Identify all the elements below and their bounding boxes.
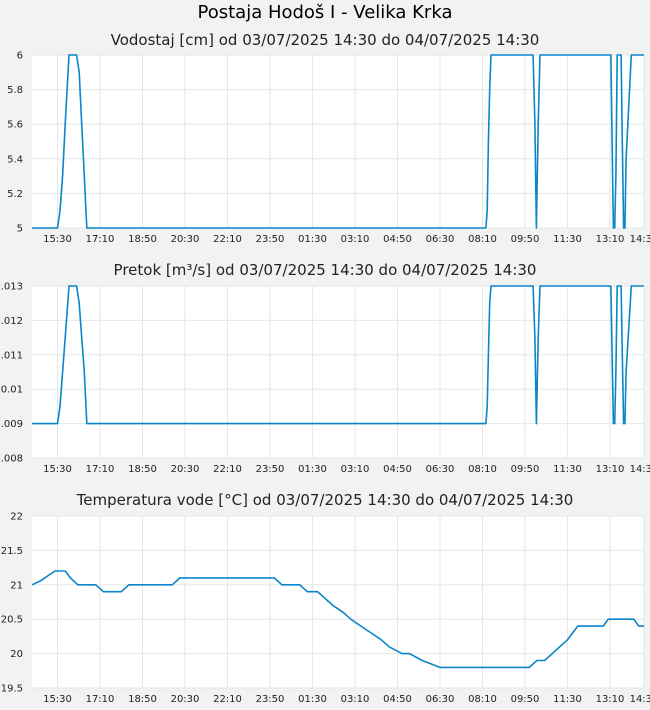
x-tick-label: 18:50 bbox=[128, 694, 157, 705]
x-tick-label: 03:10 bbox=[341, 694, 370, 705]
x-tick-label: 11:30 bbox=[553, 694, 582, 705]
y-tick-label: 20 bbox=[10, 649, 23, 660]
x-tick-label: 06:30 bbox=[426, 694, 455, 705]
water-temperature-chart: Temperatura vode [°C] od 03/07/2025 14:3… bbox=[1, 491, 650, 705]
x-tick-label: 06:30 bbox=[426, 464, 455, 475]
x-tick-label: 13:10 bbox=[596, 464, 625, 475]
x-tick-label: 14:30 bbox=[630, 694, 650, 705]
plot-area bbox=[32, 516, 644, 688]
x-tick-label: 13:10 bbox=[596, 234, 625, 245]
y-tick-label: 5.4 bbox=[7, 154, 23, 165]
chart-title: Vodostaj [cm] od 03/07/2025 14:30 do 04/… bbox=[111, 31, 540, 49]
water-level-chart: Vodostaj [cm] od 03/07/2025 14:30 do 04/… bbox=[7, 31, 650, 245]
plot-area bbox=[32, 286, 644, 458]
x-tick-label: 23:50 bbox=[256, 234, 285, 245]
x-tick-label: 01:30 bbox=[298, 234, 327, 245]
x-tick-label: 22:10 bbox=[213, 234, 242, 245]
x-tick-label: 17:10 bbox=[86, 234, 115, 245]
x-tick-label: 17:10 bbox=[86, 464, 115, 475]
series-line bbox=[32, 54, 644, 229]
x-tick-label: 20:30 bbox=[171, 464, 200, 475]
x-tick-label: 20:30 bbox=[171, 694, 200, 705]
x-tick-label: 22:10 bbox=[213, 464, 242, 475]
y-tick-label: 21.5 bbox=[1, 546, 23, 557]
x-tick-label: 09:50 bbox=[511, 234, 540, 245]
x-tick-label: 11:30 bbox=[553, 464, 582, 475]
x-tick-label: 06:30 bbox=[426, 234, 455, 245]
series-line bbox=[32, 285, 644, 425]
x-tick-label: 22:10 bbox=[213, 694, 242, 705]
x-tick-label: 01:30 bbox=[298, 464, 327, 475]
x-tick-label: 01:30 bbox=[298, 694, 327, 705]
y-tick-label: 5.6 bbox=[7, 120, 23, 131]
y-tick-label: 0.009 bbox=[0, 419, 23, 430]
y-tick-label: 20.5 bbox=[1, 615, 23, 626]
y-tick-label: 5.2 bbox=[7, 189, 23, 200]
y-tick-label: 0.012 bbox=[0, 316, 23, 327]
y-tick-label: 5 bbox=[17, 224, 23, 235]
x-tick-label: 18:50 bbox=[128, 464, 157, 475]
y-tick-label: 22 bbox=[10, 512, 23, 523]
x-tick-label: 11:30 bbox=[553, 234, 582, 245]
x-tick-label: 13:10 bbox=[596, 694, 625, 705]
y-tick-label: 0.01 bbox=[1, 385, 23, 396]
y-tick-label: 19.5 bbox=[1, 684, 23, 695]
x-tick-label: 03:10 bbox=[341, 234, 370, 245]
y-tick-label: 0.008 bbox=[0, 454, 23, 465]
chart-title: Temperatura vode [°C] od 03/07/2025 14:3… bbox=[76, 491, 574, 509]
x-tick-label: 08:10 bbox=[468, 694, 497, 705]
x-tick-label: 04:50 bbox=[383, 234, 412, 245]
x-tick-label: 08:10 bbox=[468, 464, 497, 475]
x-tick-label: 15:30 bbox=[43, 464, 72, 475]
x-tick-label: 09:50 bbox=[511, 694, 540, 705]
series-line bbox=[31, 570, 644, 669]
x-tick-label: 03:10 bbox=[341, 464, 370, 475]
x-tick-label: 04:50 bbox=[383, 464, 412, 475]
x-tick-label: 15:30 bbox=[43, 234, 72, 245]
x-tick-label: 09:50 bbox=[511, 464, 540, 475]
x-tick-label: 04:50 bbox=[383, 694, 412, 705]
y-tick-label: 0.013 bbox=[0, 282, 23, 293]
x-tick-label: 23:50 bbox=[256, 694, 285, 705]
x-tick-label: 14:30 bbox=[630, 464, 650, 475]
y-tick-label: 6 bbox=[17, 51, 23, 62]
y-tick-label: 21 bbox=[10, 580, 23, 591]
discharge-chart: Pretok [m³/s] od 03/07/2025 14:30 do 04/… bbox=[0, 261, 650, 475]
chart-title: Pretok [m³/s] od 03/07/2025 14:30 do 04/… bbox=[114, 261, 537, 279]
x-tick-label: 18:50 bbox=[128, 234, 157, 245]
y-tick-label: 0.011 bbox=[0, 350, 23, 361]
x-tick-label: 08:10 bbox=[468, 234, 497, 245]
x-tick-label: 17:10 bbox=[86, 694, 115, 705]
x-tick-label: 15:30 bbox=[43, 694, 72, 705]
y-tick-label: 5.8 bbox=[7, 85, 23, 96]
plot-area bbox=[32, 55, 644, 228]
x-tick-label: 14:30 bbox=[630, 234, 650, 245]
x-tick-label: 23:50 bbox=[256, 464, 285, 475]
page-title: Postaja Hodoš I - Velika Krka bbox=[197, 2, 453, 23]
x-tick-label: 20:30 bbox=[171, 234, 200, 245]
